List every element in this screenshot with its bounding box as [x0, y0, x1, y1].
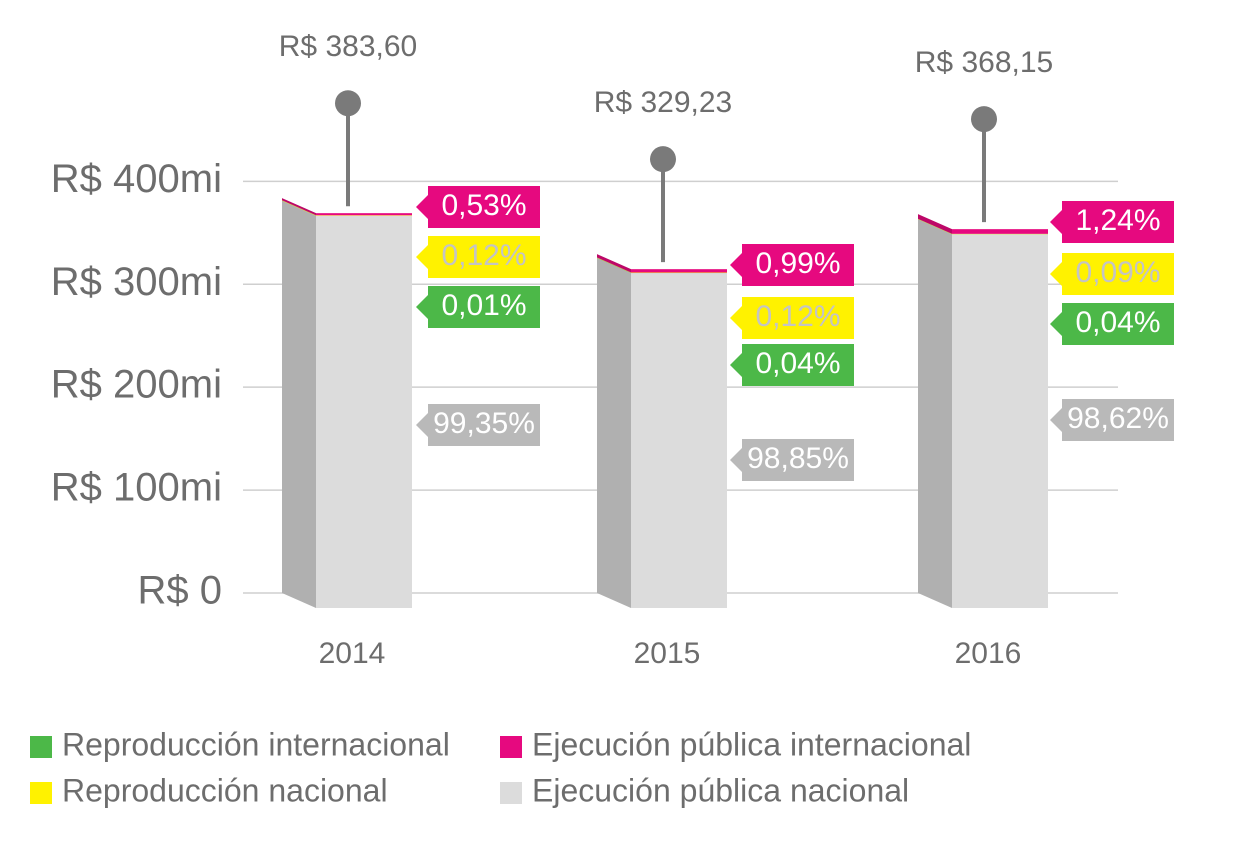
legend-label: Ejecución pública nacional	[532, 772, 909, 808]
data-label: 0,04%	[755, 347, 840, 380]
data-label: 99,35%	[433, 407, 535, 440]
x-tick-label: 2016	[955, 637, 1022, 670]
data-label: 0,99%	[755, 247, 840, 280]
bar-front	[316, 216, 412, 608]
y-tick-label: R$ 200mi	[51, 363, 222, 407]
legend-swatch	[500, 782, 522, 804]
data-label: 0,53%	[441, 189, 526, 222]
total-label: R$ 368,15	[915, 46, 1053, 79]
total-pin-head	[971, 106, 997, 132]
bar-side	[282, 201, 316, 608]
y-tick-label: R$ 400mi	[51, 157, 222, 201]
data-label: 0,09%	[1075, 256, 1160, 289]
y-tick-label: R$ 100mi	[51, 466, 222, 510]
data-label: 1,24%	[1075, 204, 1160, 237]
bar-segment	[597, 258, 727, 608]
total-pin-head	[335, 90, 361, 116]
data-label: 98,85%	[747, 442, 849, 475]
total-label: R$ 383,60	[279, 30, 417, 63]
data-label: 0,04%	[1075, 306, 1160, 339]
y-tick-label: R$ 300mi	[51, 260, 222, 304]
data-label: 0,12%	[441, 239, 526, 272]
y-tick-label: R$ 0	[138, 569, 223, 613]
legend-label: Reproducción nacional	[62, 772, 388, 808]
total-pin-head	[650, 146, 676, 172]
bar-front	[631, 273, 727, 608]
legend-swatch	[500, 736, 522, 758]
bar-segment	[918, 219, 1048, 608]
data-label: 98,62%	[1067, 402, 1169, 435]
x-tick-label: 2014	[319, 637, 386, 670]
bar-side	[918, 219, 952, 608]
bar-front	[316, 213, 412, 215]
data-label: 0,12%	[755, 300, 840, 333]
total-label: R$ 329,23	[594, 86, 732, 119]
bar-front	[952, 234, 1048, 608]
legend-label: Ejecución pública internacional	[532, 726, 971, 762]
legend-swatch	[30, 782, 52, 804]
legend-label: Reproducción internacional	[62, 726, 450, 762]
bar-side	[597, 258, 631, 608]
data-label: 0,01%	[441, 289, 526, 322]
bar-front	[631, 269, 727, 272]
bar-front	[952, 229, 1048, 234]
bar-segment	[282, 201, 412, 608]
x-tick-label: 2015	[634, 637, 701, 670]
legend-swatch	[30, 736, 52, 758]
